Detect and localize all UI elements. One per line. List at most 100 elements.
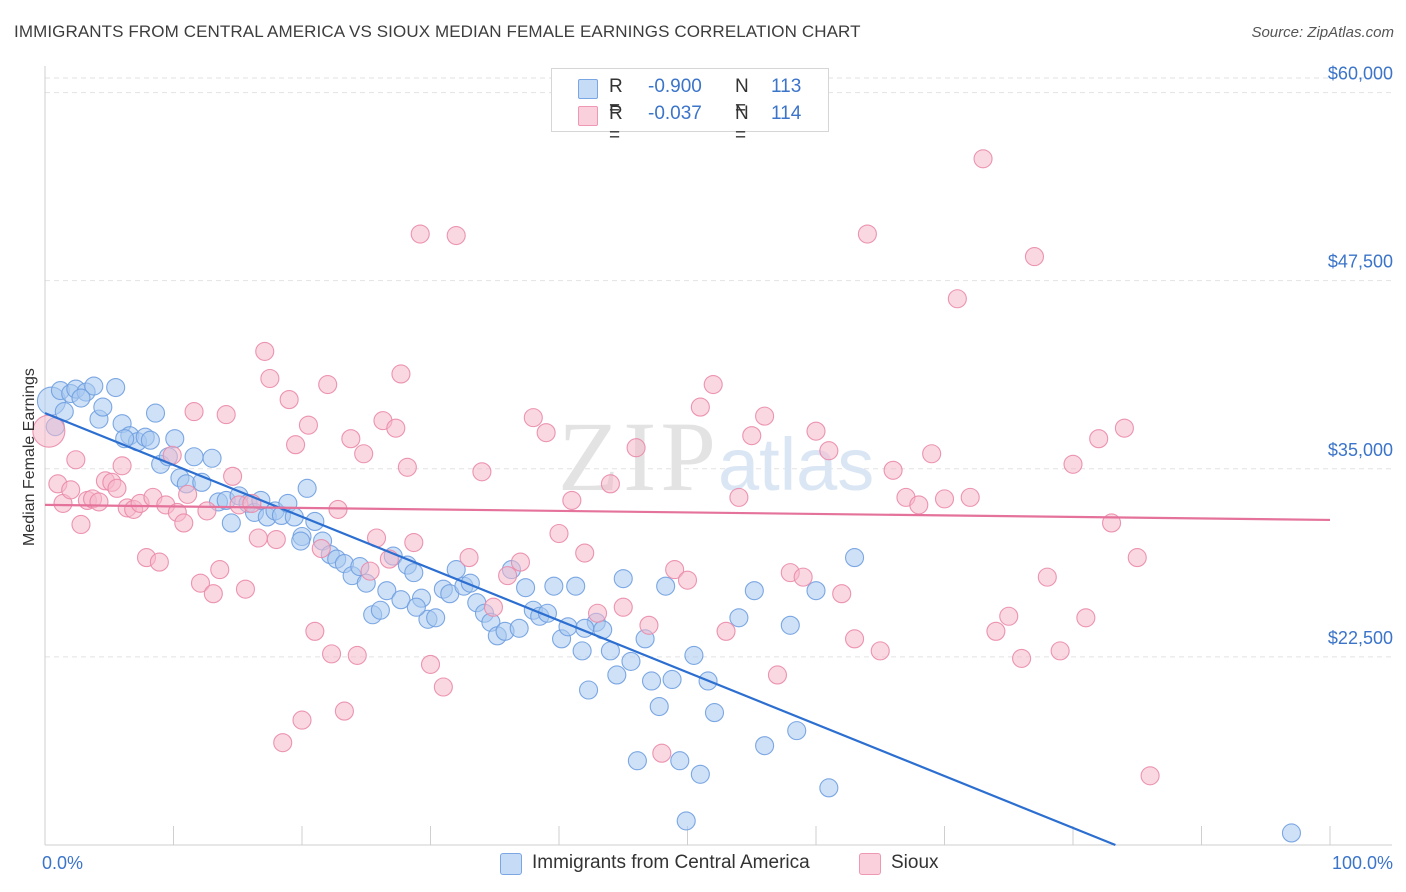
sioux-point <box>311 538 331 559</box>
chart-title: IMMIGRANTS FROM CENTRAL AMERICA VS SIOUX… <box>14 22 861 41</box>
immigrants-point <box>787 721 807 741</box>
immigrants-point <box>391 590 411 610</box>
sioux-point <box>819 441 839 461</box>
immigrants-point <box>744 581 764 601</box>
sioux-point <box>174 513 194 533</box>
sioux-point <box>197 501 217 521</box>
legend-swatch-sioux <box>578 106 598 126</box>
sioux-point <box>255 341 275 361</box>
immigrants-point <box>140 430 160 450</box>
immigrants-point <box>84 376 104 396</box>
sioux-point <box>510 552 531 572</box>
sioux-point <box>266 529 286 550</box>
sioux-point <box>318 374 338 395</box>
sioux-point <box>703 374 723 395</box>
sioux-point <box>549 523 569 544</box>
sioux-point <box>742 426 762 446</box>
sioux-point <box>857 224 877 244</box>
y-tick-label: $60,000 <box>1328 64 1393 84</box>
immigrants-point <box>404 563 424 583</box>
sioux-point <box>690 397 710 417</box>
sioux-point <box>1089 429 1109 449</box>
legend-swatch-sioux <box>859 853 881 875</box>
legend-label-sioux: Sioux <box>891 852 939 873</box>
trend-lines <box>44 412 1331 847</box>
sioux-point <box>410 224 430 244</box>
immigrants-point <box>690 764 710 784</box>
sioux-point <box>216 405 236 425</box>
immigrants-point <box>291 531 311 551</box>
immigrants-point <box>579 680 599 700</box>
sioux-point <box>639 615 659 635</box>
sioux-point <box>613 597 633 617</box>
immigrants-point <box>806 581 826 601</box>
sioux-point <box>203 584 223 604</box>
sioux-point <box>587 603 608 623</box>
sioux-point <box>305 621 325 641</box>
sioux-point <box>536 423 556 443</box>
series-sioux-points <box>32 149 1160 786</box>
sioux-point <box>107 478 127 498</box>
sioux-point <box>806 421 826 441</box>
sioux-point <box>433 677 453 697</box>
sioux-point <box>149 552 169 572</box>
legend-label-immigrants: Immigrants from Central America <box>532 852 810 873</box>
sioux-point <box>61 480 81 500</box>
immigrants-point <box>684 645 704 665</box>
immigrants-point <box>106 377 126 398</box>
trend-line-sioux <box>44 503 1331 522</box>
legend-n-label: N = <box>735 103 749 146</box>
immigrants-point <box>621 651 641 671</box>
gridlines <box>45 77 1392 658</box>
sioux-point <box>292 710 312 730</box>
chart-source: Source: ZipAtlas.com <box>1251 24 1394 41</box>
sioux-point <box>523 408 543 428</box>
sioux-point <box>273 733 293 753</box>
sioux-point <box>498 566 518 586</box>
sioux-point <box>844 629 865 649</box>
immigrants-point <box>780 615 800 635</box>
sioux-point <box>210 560 230 580</box>
sioux-point <box>755 406 775 426</box>
sioux-point <box>973 149 993 169</box>
sioux-point <box>883 460 903 480</box>
immigrants-point <box>755 736 775 756</box>
axes <box>44 66 1392 846</box>
sioux-point <box>947 289 967 309</box>
sioux-point <box>446 225 466 246</box>
sioux-point <box>1114 418 1134 438</box>
legend-swatch-immigrants <box>500 853 522 875</box>
immigrants-point <box>729 608 749 628</box>
sioux-point <box>112 456 132 476</box>
sioux-point <box>223 466 243 486</box>
sioux-point <box>960 487 980 507</box>
sioux-point <box>1140 766 1160 786</box>
immigrants-point <box>844 548 865 568</box>
sioux-point <box>1024 247 1044 267</box>
sioux-point <box>235 579 256 599</box>
sioux-point <box>404 532 424 553</box>
sioux-point <box>652 743 672 763</box>
sioux-point <box>716 621 736 641</box>
sioux-point <box>626 438 646 458</box>
sioux-point <box>483 597 504 617</box>
sioux-point <box>260 368 280 389</box>
sioux-point <box>1076 608 1096 628</box>
sioux-point <box>472 462 492 482</box>
legend-n-label: N = <box>735 76 749 119</box>
sioux-point <box>279 390 299 410</box>
sioux-point <box>89 492 109 512</box>
legend-n-value: 114 <box>771 103 802 124</box>
sioux-point <box>341 429 361 449</box>
sioux-point <box>1127 548 1147 568</box>
immigrants-point <box>145 403 166 423</box>
immigrants-point <box>202 448 222 468</box>
x-tick-label-start: 0.0% <box>42 853 83 873</box>
immigrants-point <box>662 669 682 690</box>
y-axis-title: Median Female Earnings <box>21 368 38 546</box>
immigrants-point <box>670 751 690 771</box>
y-tick-labels: $22,500 $35,000 $47,500 $60,000 <box>1328 64 1393 648</box>
sioux-point <box>360 561 380 581</box>
immigrants-point <box>509 618 529 638</box>
